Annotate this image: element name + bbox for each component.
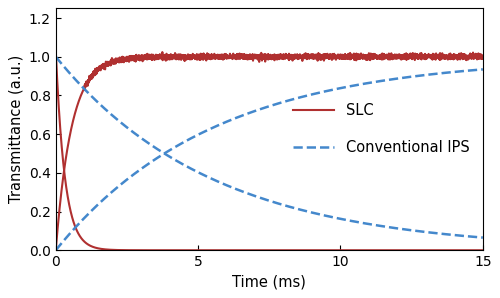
SLC — [256, 249, 262, 252]
SLC — [236, 249, 242, 252]
SLC — [480, 249, 486, 252]
Conventional IPS — [466, 235, 472, 238]
Conventional IPS — [236, 188, 242, 192]
Conventional IPS — [480, 236, 486, 239]
Line: SLC: SLC — [56, 51, 483, 250]
SLC — [363, 249, 369, 252]
Legend: SLC, Conventional IPS: SLC, Conventional IPS — [288, 97, 476, 161]
Line: Conventional IPS: Conventional IPS — [56, 57, 483, 238]
X-axis label: Time (ms): Time (ms) — [232, 275, 306, 290]
Conventional IPS — [363, 222, 369, 225]
SLC — [446, 249, 452, 252]
Conventional IPS — [232, 187, 238, 190]
Conventional IPS — [256, 195, 262, 199]
Y-axis label: Transmittance (a.u.): Transmittance (a.u.) — [8, 55, 24, 204]
SLC — [466, 249, 472, 252]
Conventional IPS — [53, 55, 59, 58]
SLC — [232, 249, 238, 252]
Conventional IPS — [446, 233, 452, 236]
SLC — [53, 49, 59, 53]
